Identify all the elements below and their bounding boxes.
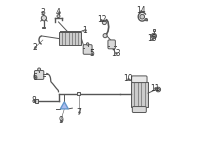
Circle shape <box>145 19 147 21</box>
Text: 7: 7 <box>76 108 81 117</box>
Text: 10: 10 <box>124 74 133 83</box>
Circle shape <box>151 33 156 39</box>
Circle shape <box>152 35 155 37</box>
Circle shape <box>102 20 106 25</box>
Text: 12: 12 <box>97 15 106 24</box>
Polygon shape <box>60 102 68 109</box>
Text: 11: 11 <box>151 83 160 93</box>
Circle shape <box>41 16 47 21</box>
Text: 15: 15 <box>148 34 157 43</box>
Circle shape <box>157 88 159 91</box>
Bar <box>131 82 148 107</box>
Circle shape <box>86 43 89 45</box>
Circle shape <box>57 15 60 18</box>
FancyBboxPatch shape <box>132 107 146 112</box>
Text: 13: 13 <box>111 49 121 58</box>
Text: 2: 2 <box>33 43 38 52</box>
Circle shape <box>103 34 107 38</box>
FancyBboxPatch shape <box>34 71 44 79</box>
Text: 6: 6 <box>33 73 38 82</box>
Bar <box>153 29 155 31</box>
Circle shape <box>156 87 161 92</box>
Text: 5: 5 <box>90 49 94 58</box>
Bar <box>35 99 38 103</box>
Bar <box>59 32 81 45</box>
FancyBboxPatch shape <box>83 45 92 54</box>
FancyBboxPatch shape <box>132 76 147 83</box>
Text: 1: 1 <box>82 26 87 35</box>
FancyBboxPatch shape <box>108 40 115 49</box>
Text: 8: 8 <box>32 96 37 105</box>
Bar <box>77 92 80 96</box>
Text: 14: 14 <box>136 6 146 15</box>
Text: 4: 4 <box>56 8 61 17</box>
Circle shape <box>140 14 145 19</box>
Text: 9: 9 <box>58 116 63 125</box>
Bar <box>42 27 45 28</box>
Text: 3: 3 <box>40 8 45 17</box>
Circle shape <box>38 68 41 71</box>
